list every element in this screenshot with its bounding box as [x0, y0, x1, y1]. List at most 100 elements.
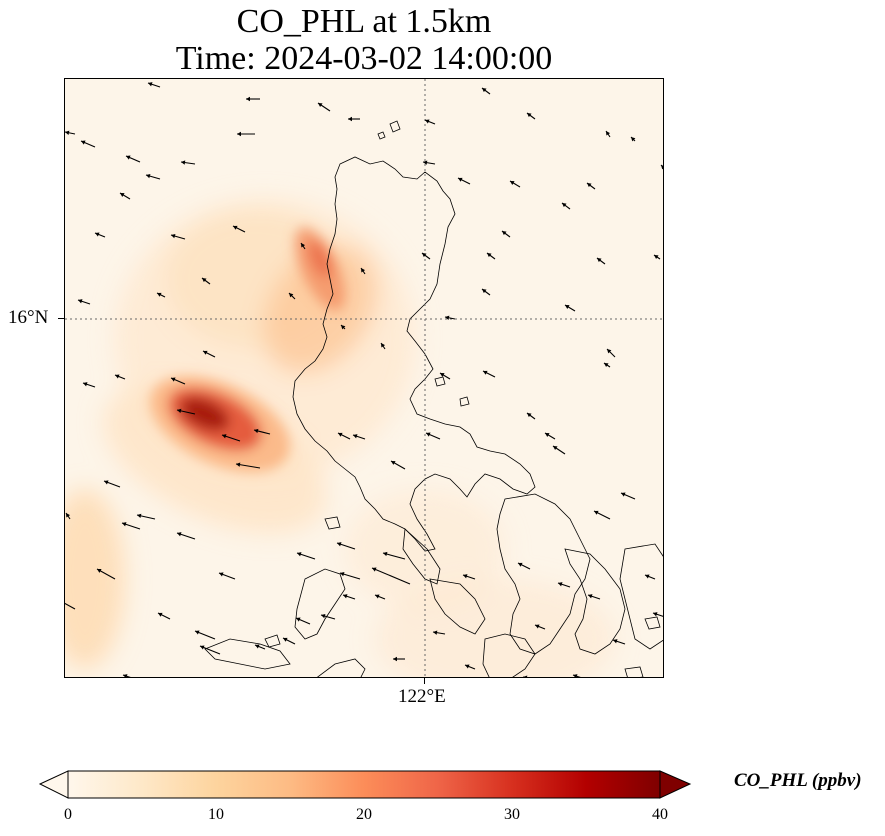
- wind-arrow-head: [527, 413, 532, 418]
- colorbar-tick-label: 40: [652, 806, 668, 823]
- wind-arrow-head: [653, 612, 658, 617]
- wind-arrow-head: [465, 664, 470, 669]
- wind-arrow-head: [321, 613, 326, 619]
- lat-tick-label: 16°N: [8, 307, 49, 328]
- map-canvas: [65, 79, 663, 677]
- wind-arrow-head: [66, 513, 71, 518]
- wind-arrow-head: [171, 377, 176, 382]
- wind-arrow-head: [558, 582, 563, 587]
- wind-arrow-head: [433, 630, 438, 635]
- wind-arrow-head: [487, 253, 492, 258]
- wind-arrow-shaft: [65, 602, 76, 610]
- colorbar-tick-label: 0: [64, 806, 72, 823]
- wind-arrow-head: [283, 637, 288, 642]
- lon-tick-mark: [424, 678, 425, 684]
- map-panel[interactable]: [64, 78, 664, 678]
- wind-arrow-head: [606, 131, 611, 136]
- wind-arrow-head: [233, 225, 238, 230]
- wind-arrow-head: [661, 165, 663, 170]
- colorbar-extend-high: [659, 770, 692, 799]
- wind-arrow-head: [219, 572, 224, 577]
- wind-arrow-head: [482, 289, 487, 294]
- wind-arrow-head: [604, 363, 609, 368]
- wind-arrow-head: [422, 253, 427, 258]
- wind-arrow-head: [588, 594, 593, 599]
- wind-arrow-head: [177, 408, 182, 414]
- wind-arrow-head: [426, 432, 431, 437]
- wind-arrow-head: [126, 155, 131, 160]
- chart-title-line2: Time: 2024-03-02 14:00:00: [175, 40, 553, 77]
- wind-arrow-head: [372, 567, 377, 572]
- wind-arrow-shaft: [523, 676, 527, 677]
- wind-arrow-head: [343, 594, 348, 599]
- colorbar: [38, 770, 692, 799]
- wind-arrow-head: [654, 255, 659, 260]
- wind-arrow-head: [123, 674, 128, 677]
- wind-arrow-head: [440, 373, 445, 377]
- wind-arrow-head: [381, 343, 386, 348]
- wind-arrow-head: [341, 325, 346, 330]
- wind-arrow-head: [340, 572, 345, 577]
- wind-arrow-head: [518, 562, 523, 567]
- wind-arrow-head: [510, 181, 515, 185]
- wind-arrow-head: [391, 461, 396, 465]
- colorbar-tick-label: 20: [356, 806, 372, 823]
- wind-arrow-head: [137, 513, 142, 519]
- samar-leyte-coast: [496, 493, 591, 655]
- wind-arrow-head: [458, 177, 463, 182]
- wind-arrow-head: [545, 433, 550, 437]
- wind-arrow-head: [104, 480, 109, 485]
- wind-arrow-head: [535, 624, 540, 629]
- wind-arrow-head: [246, 96, 250, 102]
- wind-arrow-head: [463, 574, 468, 579]
- wind-arrow-head: [255, 644, 260, 649]
- wind-arrow-head: [200, 645, 205, 650]
- wind-arrow-head: [565, 305, 570, 309]
- wind-arrow-head: [301, 243, 306, 248]
- wind-arrow-head: [115, 374, 120, 379]
- wind-arrow-head: [594, 510, 599, 515]
- wind-arrow-head: [97, 569, 102, 573]
- wind-arrow-head: [353, 434, 358, 439]
- wind-arrow-head: [423, 160, 428, 165]
- wind-arrow-head: [361, 268, 366, 273]
- wind-arrow-head: [171, 233, 176, 239]
- colorbar-body: [67, 770, 661, 799]
- wind-arrow-head: [83, 382, 88, 387]
- co-concentration-field: [65, 199, 615, 677]
- wind-arrow-head: [597, 258, 602, 263]
- wind-arrow-head: [613, 639, 618, 644]
- colorbar-tick-label: 10: [208, 806, 224, 823]
- wind-arrow-head: [81, 140, 86, 145]
- wind-arrow-shaft: [235, 463, 261, 469]
- wind-arrow-head: [482, 88, 487, 93]
- wind-arrow-head: [289, 293, 294, 298]
- wind-arrow-head: [157, 292, 162, 297]
- wind-arrow-head: [95, 232, 100, 237]
- wind-arrow-head: [527, 113, 532, 118]
- wind-arrow-head: [348, 116, 352, 122]
- wind-arrow-head: [296, 617, 301, 622]
- luzon-coast: [292, 156, 536, 552]
- wind-arrow-head: [318, 103, 323, 108]
- wind-arrow-head: [607, 349, 612, 354]
- wind-arrow-head: [177, 532, 182, 537]
- wind-arrow-head: [425, 119, 430, 124]
- wind-arrow-head: [158, 612, 163, 617]
- wind-arrow-head: [65, 130, 70, 135]
- wind-arrow-head: [202, 278, 207, 283]
- wind-arrow-head: [120, 193, 125, 197]
- wind-arrow-head: [383, 551, 388, 557]
- wind-arrow-head: [146, 173, 151, 179]
- wind-arrow-head: [483, 370, 488, 375]
- wind-arrow-head: [236, 462, 241, 467]
- wind-arrow-head: [375, 594, 380, 599]
- wind-arrow-head: [645, 574, 650, 579]
- wind-arrow-head: [393, 656, 397, 662]
- wind-arrow-head: [181, 160, 186, 165]
- colorbar-tick-label: 30: [504, 806, 520, 823]
- wind-arrow-head: [621, 492, 626, 497]
- wind-arrow-head: [587, 183, 592, 188]
- lat-tick-mark: [58, 318, 64, 319]
- colorbar-label: CO_PHL (ppbv): [734, 770, 862, 791]
